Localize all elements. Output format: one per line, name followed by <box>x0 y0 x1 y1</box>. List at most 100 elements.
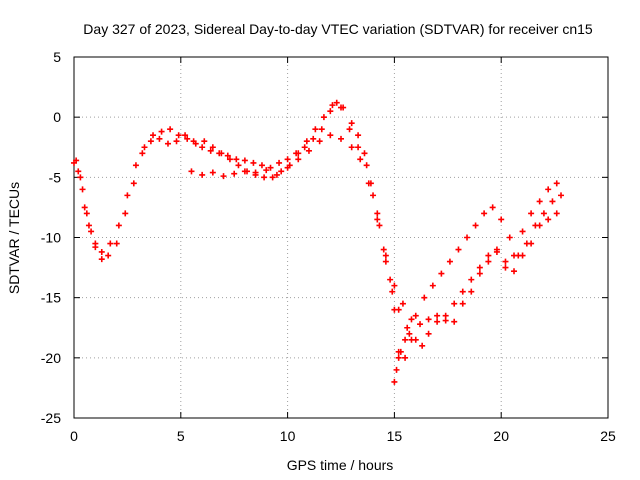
data-point <box>192 140 199 147</box>
data-point <box>393 366 400 373</box>
data-point <box>419 342 426 349</box>
x-tick-label: 0 <box>70 428 78 444</box>
y-tick-label: 0 <box>53 109 61 125</box>
data-point <box>429 282 436 289</box>
y-tick-label: 5 <box>53 49 61 65</box>
data-point <box>408 316 415 323</box>
data-point <box>252 169 259 176</box>
data-point <box>220 173 227 180</box>
data-point <box>226 156 233 163</box>
data-point <box>412 312 419 319</box>
data-point <box>207 147 214 154</box>
data-point <box>402 354 409 361</box>
data-point <box>233 156 240 163</box>
data-point <box>355 132 362 139</box>
data-point <box>316 138 323 145</box>
data-point <box>305 147 312 154</box>
data-point <box>553 210 560 217</box>
data-point <box>397 348 404 355</box>
data-point <box>404 324 411 331</box>
data-point <box>536 198 543 205</box>
data-point <box>250 159 257 166</box>
data-point <box>88 228 95 235</box>
data-point <box>312 126 319 133</box>
data-point <box>132 162 139 169</box>
data-point <box>536 222 543 229</box>
data-point <box>438 270 445 277</box>
data-point <box>387 276 394 283</box>
data-point <box>318 126 325 133</box>
data-point <box>502 258 509 265</box>
data-point <box>446 258 453 265</box>
data-point <box>459 288 466 295</box>
data-point <box>231 170 238 177</box>
data-point <box>485 252 492 259</box>
data-point <box>481 210 488 217</box>
data-point <box>167 126 174 133</box>
data-point <box>284 156 291 163</box>
data-point <box>201 138 208 145</box>
data-point <box>301 144 308 151</box>
data-point <box>150 132 157 139</box>
data-point <box>113 240 120 247</box>
data-point <box>549 198 556 205</box>
data-point <box>346 126 353 133</box>
data-point <box>83 210 90 217</box>
data-point <box>107 240 114 247</box>
data-point <box>489 204 496 211</box>
data-point <box>511 268 518 275</box>
data-point <box>528 240 535 247</box>
data-point <box>209 169 216 176</box>
data-point <box>98 256 105 263</box>
data-point <box>295 150 302 157</box>
data-point <box>425 330 432 337</box>
data-point <box>81 204 88 211</box>
data-point <box>199 144 206 151</box>
data-point <box>224 152 231 159</box>
data-point <box>459 300 466 307</box>
data-point <box>485 258 492 265</box>
data-point <box>519 252 526 259</box>
data-series <box>73 102 565 331</box>
data-point <box>327 108 334 115</box>
data-point <box>374 216 381 223</box>
data-point <box>395 306 402 313</box>
data-point <box>558 192 565 199</box>
data-point <box>199 171 206 178</box>
x-tick-label: 5 <box>177 428 185 444</box>
data-point <box>258 162 265 169</box>
data-point <box>511 252 518 259</box>
data-point <box>382 258 389 265</box>
data-point <box>476 264 483 271</box>
x-tick-label: 10 <box>280 428 296 444</box>
data-point <box>141 144 148 151</box>
x-tick-label: 15 <box>387 428 403 444</box>
data-point <box>269 174 276 181</box>
data-point <box>399 300 406 307</box>
data-point <box>209 144 216 151</box>
data-point <box>374 210 381 217</box>
data-point <box>434 312 441 319</box>
data-point <box>139 150 146 157</box>
data-point <box>361 150 368 157</box>
data-point <box>338 135 344 142</box>
y-tick-label: -5 <box>49 169 62 185</box>
data-point <box>417 321 424 328</box>
data-series <box>391 180 560 385</box>
data-point <box>98 248 105 255</box>
data-point <box>276 159 283 166</box>
data-point <box>333 99 340 106</box>
data-point <box>365 180 372 187</box>
data-point <box>472 222 479 229</box>
data-marks <box>71 99 565 385</box>
y-tick-label: -10 <box>41 230 61 246</box>
data-point <box>357 156 364 163</box>
data-point <box>267 164 274 171</box>
data-point <box>182 132 189 139</box>
data-point <box>105 252 112 259</box>
y-axis-label: SDTVAR / TECUs <box>6 182 22 294</box>
y-tick-label: -25 <box>41 410 61 426</box>
data-point <box>295 156 302 163</box>
data-point <box>382 252 389 259</box>
